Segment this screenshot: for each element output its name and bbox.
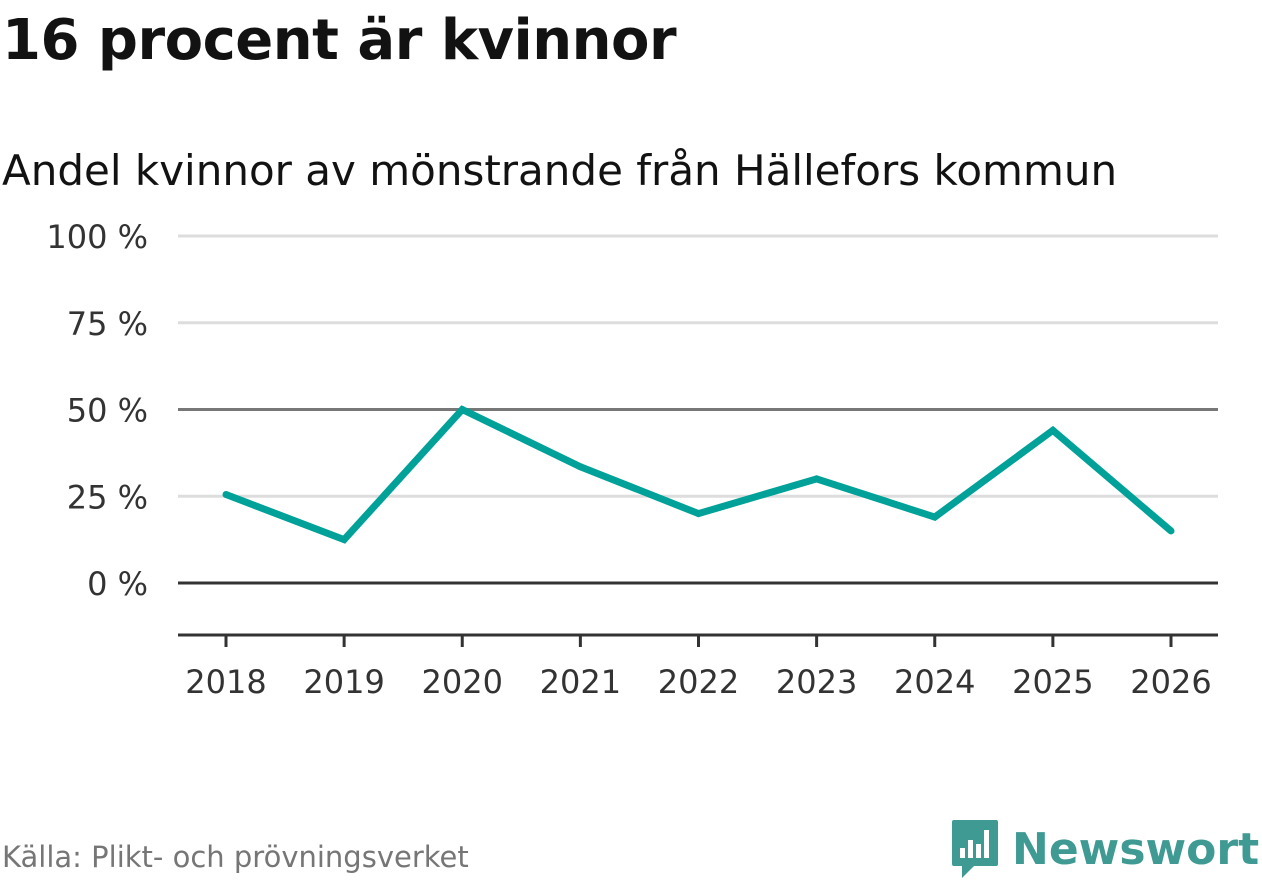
source-note: Källa: Plikt- och prövningsverket bbox=[2, 840, 469, 874]
x-tick-label: 2019 bbox=[303, 663, 384, 701]
data-point-2024 bbox=[931, 513, 939, 521]
newsworthy-logo-icon bbox=[952, 820, 998, 878]
x-tick-label: 2021 bbox=[540, 663, 621, 701]
y-axis-labels: 100 % 75 % 50 % 25 % 0 % bbox=[46, 218, 148, 603]
newsworthy-logo: Newsworthy bbox=[950, 818, 1262, 880]
y-tick-label: 25 % bbox=[67, 478, 148, 516]
y-tick-label: 100 % bbox=[46, 218, 148, 256]
data-point-2021 bbox=[576, 463, 584, 471]
series-line bbox=[224, 405, 1174, 544]
data-point-2020 bbox=[458, 406, 466, 413]
chart-title: Andel kvinnor av mönstrande från Hällefo… bbox=[2, 146, 1118, 195]
chart-headline: 16 procent är kvinnor bbox=[2, 8, 677, 73]
line-chart: 100 % 75 % 50 % 25 % 0 % 2018 2019 2020 2021 202… bbox=[46, 218, 1218, 701]
data-series bbox=[222, 405, 1175, 544]
y-tick-label: 50 % bbox=[67, 392, 148, 430]
y-tick-label: 75 % bbox=[67, 305, 148, 343]
x-tick-label: 2026 bbox=[1130, 663, 1211, 701]
data-point-2019 bbox=[340, 536, 348, 544]
data-point-2018 bbox=[222, 491, 230, 499]
y-tick-label: 0 % bbox=[87, 565, 148, 603]
data-point-2023 bbox=[813, 475, 821, 483]
data-point-2025 bbox=[1049, 426, 1057, 434]
data-point-2026 bbox=[1167, 527, 1175, 535]
x-tick-label: 2025 bbox=[1012, 663, 1093, 701]
x-axis: 2018 2019 2020 2021 2022 2023 2024 2025 2026 bbox=[178, 633, 1218, 701]
x-tick-label: 2022 bbox=[658, 663, 739, 701]
data-point-2022 bbox=[695, 510, 702, 518]
x-tick-label: 2023 bbox=[776, 663, 857, 701]
brand-name: Newsworthy bbox=[1012, 823, 1262, 875]
gridlines bbox=[178, 234, 1218, 585]
x-tick-label: 2024 bbox=[894, 663, 975, 701]
x-tick-label: 2018 bbox=[185, 663, 266, 701]
x-tick-label: 2020 bbox=[422, 663, 503, 701]
